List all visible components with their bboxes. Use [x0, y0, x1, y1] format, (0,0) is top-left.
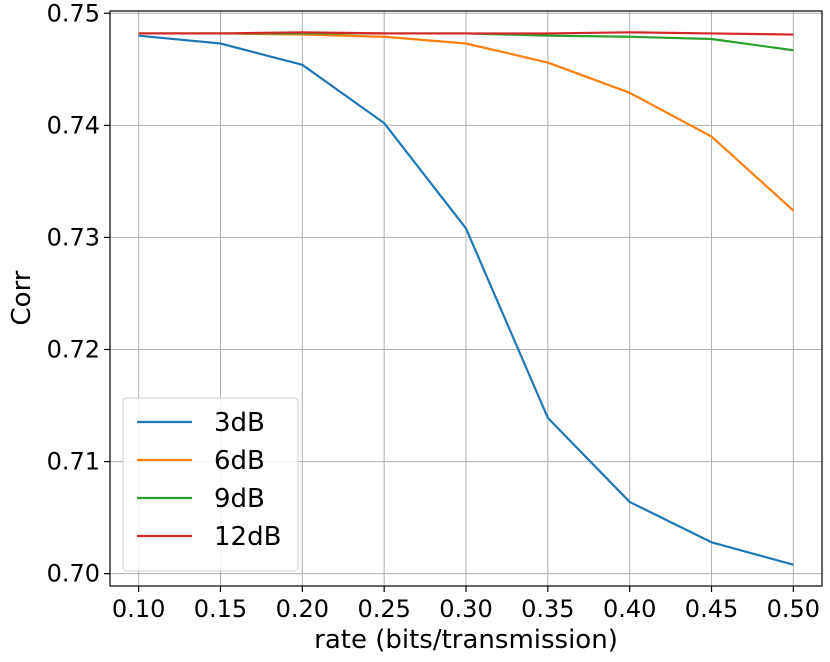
x-tick-label: 0.35 — [521, 595, 574, 623]
x-tick-label: 0.30 — [439, 595, 492, 623]
legend: 3dB 6dB 9dB 12dB — [122, 397, 299, 572]
y-tick-label: 0.71 — [47, 448, 100, 476]
x-tick-label: 0.25 — [357, 595, 410, 623]
legend-label: 6dB — [214, 446, 265, 476]
y-axis-label: Corr — [7, 270, 37, 325]
legend-label: 9dB — [214, 484, 265, 514]
x-tick-label: 0.20 — [276, 595, 329, 623]
axis-ticks: 0.10 0.15 0.20 0.25 0.30 0.35 0.40 0.45 0.50 0.70… — [47, 0, 821, 623]
y-tick-label: 0.72 — [47, 335, 100, 363]
y-tick-label: 0.70 — [47, 560, 100, 588]
x-tick-label: 0.40 — [603, 595, 656, 623]
x-axis-label: rate (bits/transmission) — [314, 625, 618, 655]
y-tick-label: 0.73 — [47, 223, 100, 251]
y-tick-label: 0.75 — [47, 0, 100, 27]
plot-area — [138, 31, 795, 566]
legend-label: 12dB — [214, 522, 281, 552]
x-tick-label: 0.45 — [685, 595, 738, 623]
y-tick-label: 0.74 — [47, 111, 100, 139]
series-line-3dB — [138, 34, 794, 566]
x-tick-label: 0.15 — [194, 595, 247, 623]
legend-label: 3dB — [214, 408, 265, 438]
x-tick-label: 0.50 — [767, 595, 820, 623]
x-tick-label: 0.10 — [112, 595, 165, 623]
series-line-12dB — [138, 31, 794, 36]
legend-box — [122, 397, 299, 572]
